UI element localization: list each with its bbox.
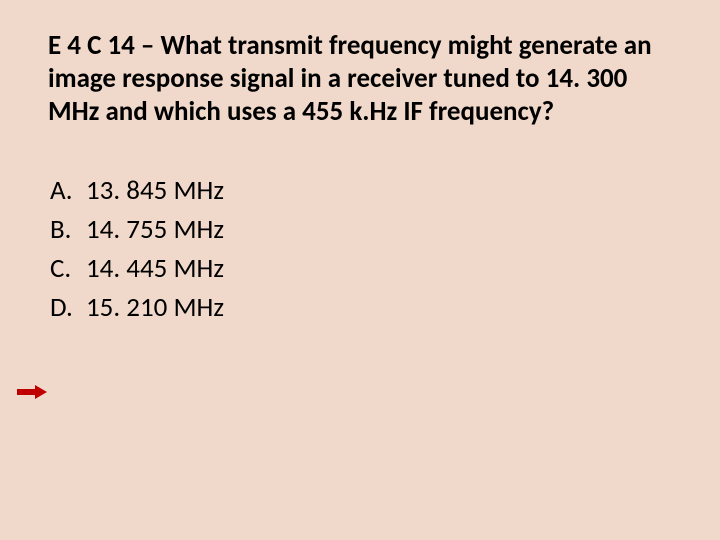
option-text: 14. 445 MHz xyxy=(86,249,224,288)
option-text: 13. 845 MHz xyxy=(86,171,224,210)
option-d: D. 15. 210 MHz xyxy=(50,288,672,327)
slide-content: E 4 C 14 – What transmit frequency might… xyxy=(0,0,720,540)
option-text: 15. 210 MHz xyxy=(86,288,224,327)
option-b: B. 14. 755 MHz xyxy=(50,210,672,249)
options-list: A. 13. 845 MHz B. 14. 755 MHz C. 14. 445… xyxy=(48,171,672,328)
option-letter: A. xyxy=(50,171,78,210)
answer-arrow-icon xyxy=(17,385,47,399)
question-text: E 4 C 14 – What transmit frequency might… xyxy=(48,30,672,129)
option-letter: D. xyxy=(50,288,78,327)
option-letter: C. xyxy=(50,249,78,288)
option-c: C. 14. 445 MHz xyxy=(50,249,672,288)
option-text: 14. 755 MHz xyxy=(86,210,224,249)
option-letter: B. xyxy=(50,210,78,249)
arrow-shape xyxy=(17,385,47,399)
option-a: A. 13. 845 MHz xyxy=(50,171,672,210)
